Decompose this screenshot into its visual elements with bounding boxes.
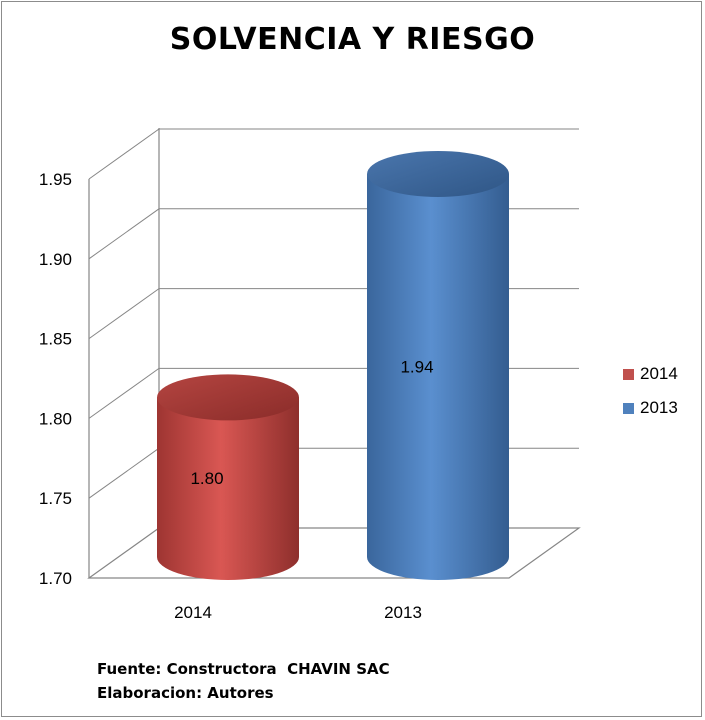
author-text: Elaboracion: Autores: [97, 684, 274, 702]
gridline-diagonal: [88, 288, 160, 340]
source-block: Fuente: Constructora CHAVIN SAC Elaborac…: [97, 657, 390, 705]
legend-label-2014: 2014: [640, 364, 678, 383]
y-tick-label: 1.80: [39, 409, 72, 428]
legend-label-2013: 2013: [640, 398, 678, 417]
y-tick-label: 1.95: [39, 170, 72, 189]
gridline-diagonal: [88, 367, 160, 419]
data-label-2013: 1.94: [400, 357, 433, 376]
chart-title: SOLVENCIA Y RIESGO: [169, 22, 536, 57]
y-tick-label: 1.75: [39, 489, 72, 508]
gridline-diagonal: [88, 128, 160, 180]
bar-top-2014: [157, 374, 299, 421]
floor-plane: [87, 527, 581, 579]
legend-item-2014: 2014: [623, 364, 678, 384]
data-label-2014: 1.80: [190, 469, 223, 488]
bar-top-2013: [367, 150, 509, 197]
gridline-diagonal: [88, 447, 160, 499]
bar-2014: [157, 374, 299, 580]
legend-item-2013: 2013: [623, 398, 678, 418]
gridline-diagonal: [88, 208, 160, 260]
bar-body-2014: [157, 397, 299, 580]
y-tick-label: 1.90: [39, 250, 72, 269]
x-tick-label: 2013: [384, 603, 422, 622]
source-text: Fuente: Constructora CHAVIN SAC: [97, 660, 390, 678]
bar-2013: [367, 150, 509, 580]
legend-swatch-2013: [623, 402, 634, 414]
y-tick-label: 1.70: [39, 569, 72, 588]
bar-body-2013: [367, 173, 509, 580]
y-tick-label: 1.85: [39, 330, 72, 349]
legend-swatch-2014: [623, 368, 634, 380]
x-tick-label: 2014: [174, 603, 212, 622]
